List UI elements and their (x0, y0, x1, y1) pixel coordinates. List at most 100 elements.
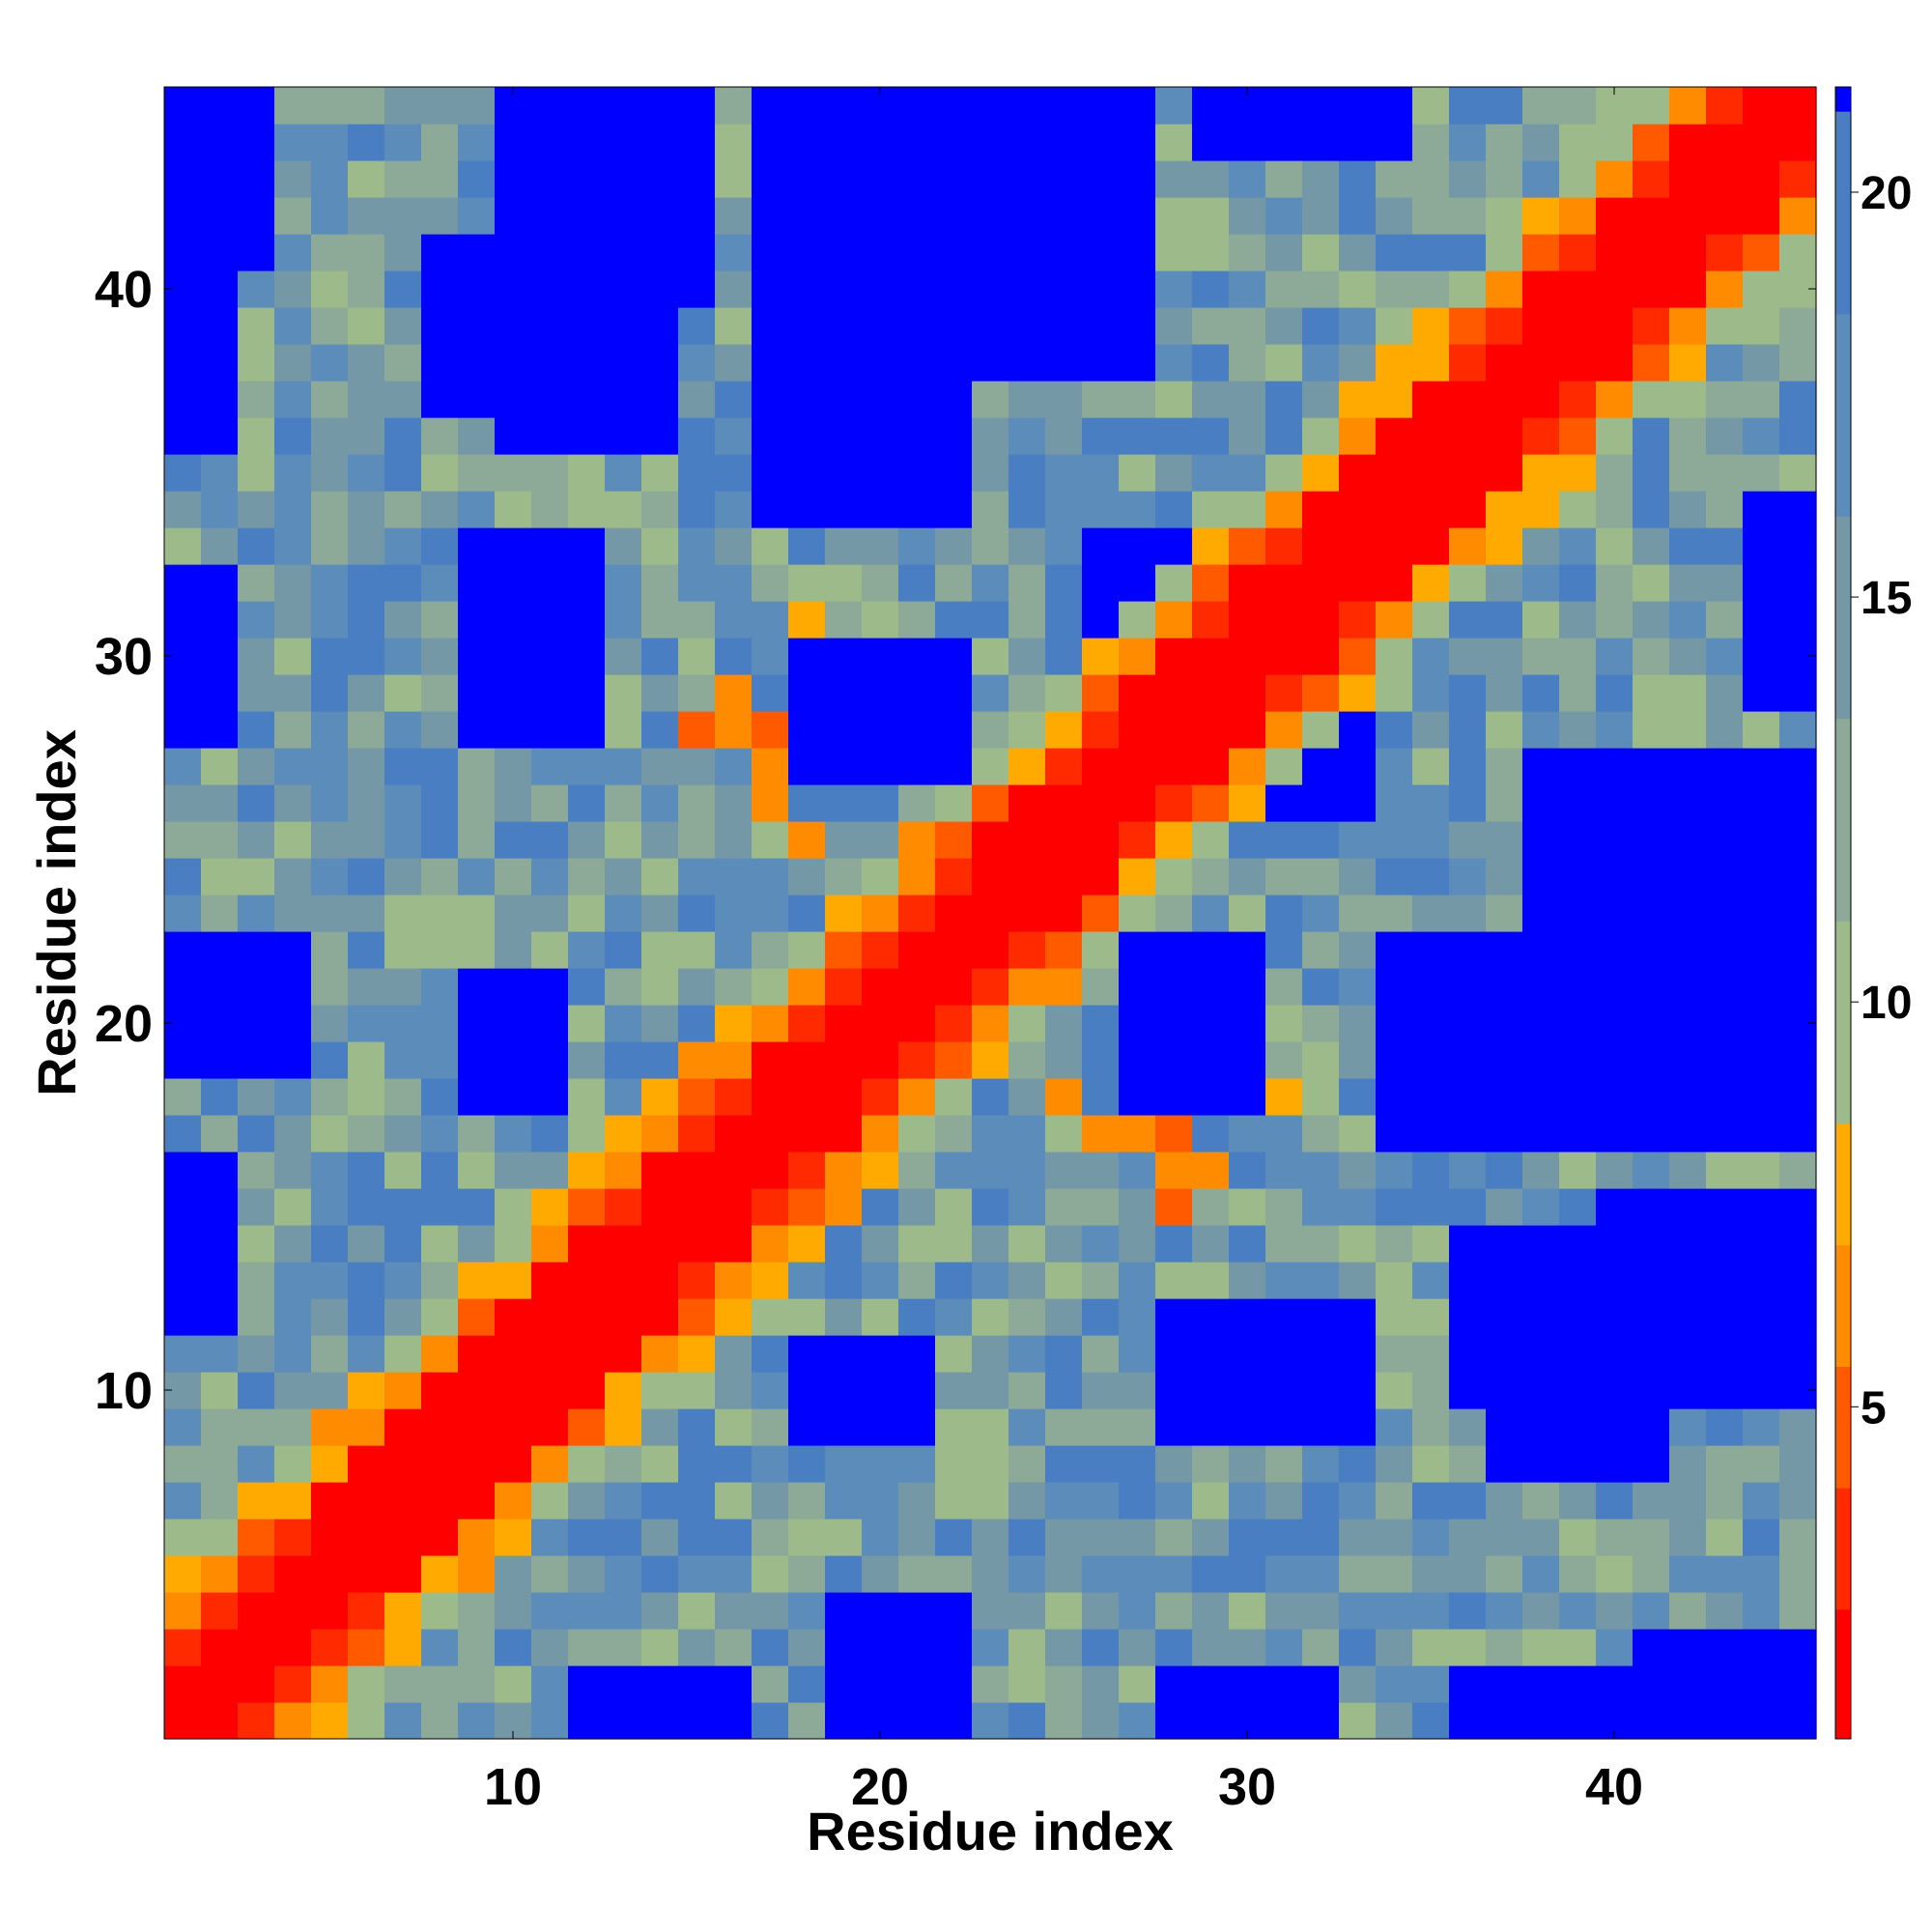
heatmap-cell (201, 381, 239, 418)
heatmap-cell (1376, 1335, 1413, 1373)
heatmap-cell (788, 197, 826, 235)
heatmap-cell (1119, 1225, 1156, 1263)
heatmap-cell (641, 858, 679, 895)
heatmap-cell (1265, 234, 1303, 271)
heatmap-cell (1779, 1188, 1817, 1226)
heatmap-cell (715, 1298, 753, 1336)
heatmap-cell (1633, 1225, 1670, 1263)
heatmap-cell (1669, 1702, 1707, 1740)
heatmap-cell (1486, 638, 1523, 675)
heatmap-cell (1376, 1482, 1413, 1520)
heatmap-cell (568, 270, 606, 308)
heatmap-cell (1339, 1665, 1377, 1703)
heatmap-cell (1669, 711, 1707, 749)
heatmap-cell (1009, 821, 1046, 859)
colorbar-bin (1835, 1366, 1851, 1489)
heatmap-cell (972, 895, 1009, 932)
heatmap-cell (1302, 931, 1340, 969)
heatmap-cell (1192, 821, 1230, 859)
heatmap-cell (201, 1445, 239, 1483)
heatmap-cell (752, 417, 789, 455)
heatmap-cell (1229, 711, 1266, 749)
heatmap-cell (1265, 1335, 1303, 1373)
heatmap-cell (201, 1298, 239, 1336)
heatmap-cell (1339, 197, 1377, 235)
heatmap-cell (274, 87, 312, 125)
heatmap-cell (641, 1188, 679, 1226)
heatmap-cell (311, 821, 349, 859)
heatmap-cell (1486, 1519, 1523, 1556)
heatmap-cell (605, 1372, 642, 1409)
heatmap-cell (1559, 1592, 1597, 1630)
heatmap-cell (495, 124, 532, 161)
heatmap-cell (1596, 674, 1634, 712)
heatmap-cell (1339, 564, 1377, 602)
heatmap-cell (1229, 968, 1266, 1006)
heatmap-cell (752, 234, 789, 271)
heatmap-cell (1596, 1445, 1634, 1483)
colorbar-bin (1835, 313, 1851, 517)
heatmap-cell (715, 1482, 753, 1520)
heatmap-cell (384, 454, 422, 492)
heatmap-cell (605, 1225, 642, 1263)
heatmap-cell (531, 784, 569, 822)
heatmap-cell (788, 1482, 826, 1520)
heatmap-cell (715, 1665, 753, 1703)
heatmap-cell (898, 417, 936, 455)
heatmap-cell (568, 307, 606, 345)
heatmap-cell (678, 270, 716, 308)
heatmap-cell (1229, 1262, 1266, 1299)
heatmap-cell (164, 1592, 202, 1630)
heatmap-cell (1339, 1519, 1377, 1556)
heatmap-cell (384, 1151, 422, 1189)
heatmap-cell (164, 931, 202, 969)
heatmap-cell (1192, 1188, 1230, 1226)
heatmap-cell (384, 491, 422, 528)
heatmap-cell (641, 564, 679, 602)
heatmap-cell (1559, 931, 1597, 969)
heatmap-cell (1192, 1702, 1230, 1740)
heatmap-cell (238, 1482, 275, 1520)
heatmap-cell (1082, 87, 1120, 125)
heatmap-cell (1009, 1408, 1046, 1446)
heatmap-cell (1082, 270, 1120, 308)
heatmap-cell (274, 344, 312, 382)
heatmap-cell (1045, 197, 1083, 235)
heatmap-cell (825, 931, 863, 969)
heatmap-cell (568, 1482, 606, 1520)
heatmap-cell (311, 1408, 349, 1446)
heatmap-cell (1302, 1041, 1340, 1079)
heatmap-cell (898, 1005, 936, 1042)
heatmap-cell (201, 1629, 239, 1666)
heatmap-cell (201, 1482, 239, 1520)
heatmap-cell (1265, 968, 1303, 1006)
heatmap-cell (1155, 87, 1193, 125)
heatmap-cell (1119, 454, 1156, 492)
heatmap-cell (1743, 1335, 1780, 1373)
heatmap-cell (935, 1078, 973, 1116)
heatmap-cell (935, 601, 973, 639)
heatmap-cell (678, 1408, 716, 1446)
heatmap-cell (641, 1298, 679, 1336)
heatmap-cell (1522, 931, 1560, 969)
heatmap-cell (1449, 1041, 1487, 1079)
heatmap-cell (1009, 1078, 1046, 1116)
heatmap-cell (862, 1151, 899, 1189)
heatmap-cell (678, 748, 716, 785)
heatmap-cell (1229, 1629, 1266, 1666)
heatmap-cell (1706, 1665, 1744, 1703)
heatmap-cell (201, 711, 239, 749)
heatmap-cell (1596, 1262, 1634, 1299)
heatmap-cell (788, 1555, 826, 1593)
heatmap-cell (972, 381, 1009, 418)
heatmap-cell (935, 895, 973, 932)
heatmap-cell (1743, 711, 1780, 749)
heatmap-cell (201, 270, 239, 308)
heatmap-cell (1669, 1005, 1707, 1042)
heatmap-cell (1265, 307, 1303, 345)
heatmap-cell (862, 601, 899, 639)
heatmap-cell (678, 674, 716, 712)
heatmap-cell (825, 307, 863, 345)
heatmap-cell (678, 1188, 716, 1226)
heatmap-cell (1559, 87, 1597, 125)
